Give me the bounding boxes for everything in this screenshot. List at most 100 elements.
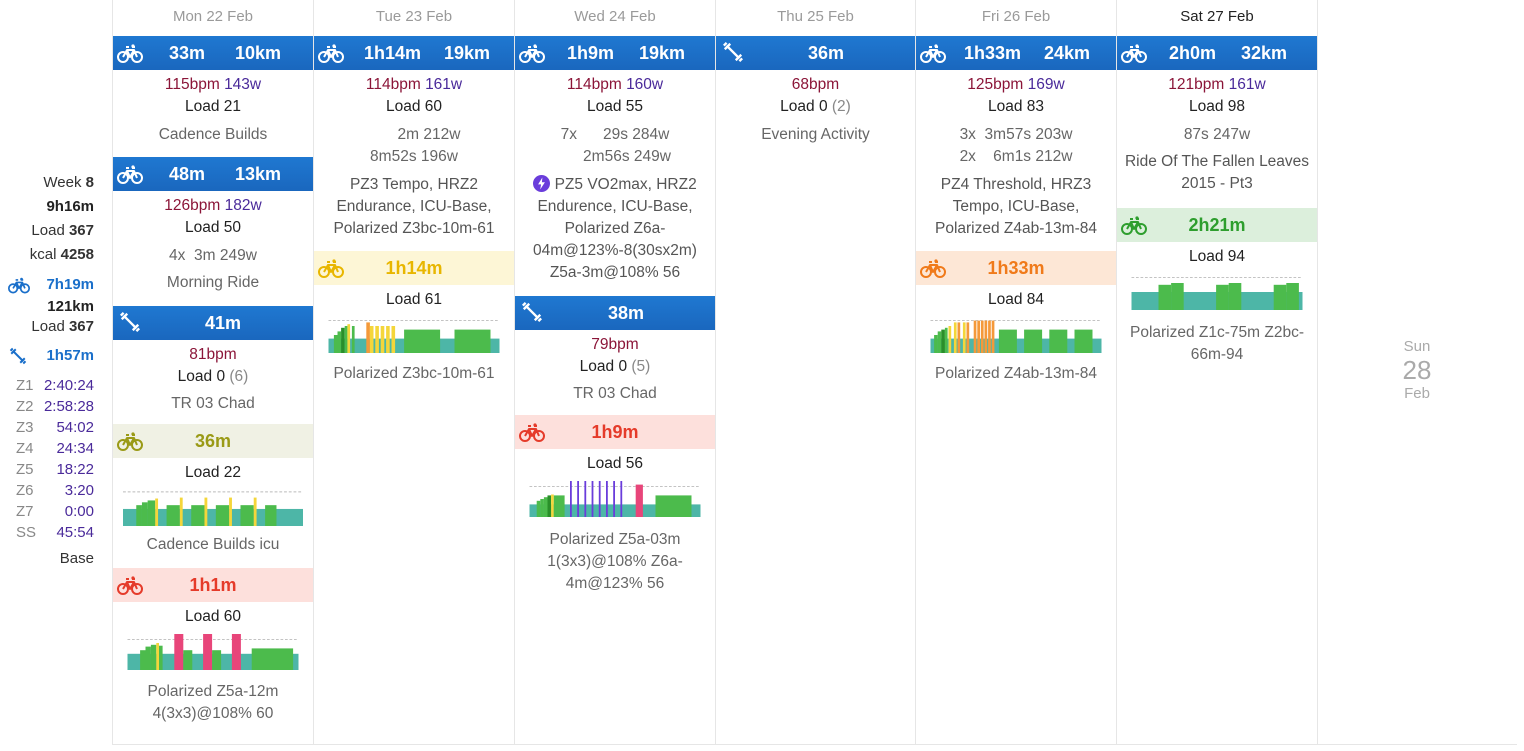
- activity-name[interactable]: TR 03 Chad: [171, 395, 255, 412]
- activity-card[interactable]: 36m 68bpm Load 0 (2) Evening Activity: [716, 36, 915, 146]
- activity-desc-line: Ride Of The Fallen Leaves: [1124, 153, 1310, 170]
- activity-desc-line: 04m@123%-8(30sx2m): [533, 242, 697, 259]
- bike-icon: [519, 422, 545, 442]
- planned-workout-card[interactable]: 1h1m Load 60 Polarized Z5a-12m 4(3x3)@10…: [113, 568, 313, 725]
- activity-bar[interactable]: 33m 10km: [113, 36, 313, 70]
- planned-bar[interactable]: 36m: [113, 424, 313, 458]
- activity-load: Load 0: [579, 358, 628, 375]
- activity-bar[interactable]: 1h9m 19km: [515, 36, 715, 70]
- activity-bar[interactable]: 41m: [113, 306, 313, 340]
- activity-name[interactable]: Evening Activity: [761, 126, 870, 143]
- planned-desc-line[interactable]: 66m-94: [1190, 346, 1244, 363]
- calendar-divider: [112, 744, 1517, 745]
- activity-bar[interactable]: 2h0m 32km: [1117, 36, 1317, 70]
- activity-distance: 32km: [1241, 43, 1288, 63]
- bike-icon: [318, 258, 344, 278]
- avg-power: 161w: [1228, 76, 1266, 93]
- activity-name[interactable]: Morning Ride: [166, 274, 260, 291]
- training-phase: Base: [59, 550, 94, 567]
- activity-time: 38m: [608, 303, 645, 323]
- planned-workout-card[interactable]: 2h21m Load 94 Polarized Z1c-75m Z2bc- 66…: [1117, 208, 1317, 366]
- week-load: Load 367: [31, 222, 94, 239]
- activity-bar[interactable]: 36m: [716, 36, 915, 70]
- day-tue[interactable]: Tue 23 Feb 1h14m 19km 114bpm 161w Load 6…: [313, 0, 514, 745]
- interval-summary: 2x 6m1s 212w: [959, 148, 1073, 165]
- day-sat[interactable]: Sat 27 Feb 2h0m 32km 121bpm 161w Load 98…: [1116, 0, 1317, 745]
- day-mon[interactable]: Mon 22 Feb 33m 10km 115bpm 143w Load 21 …: [112, 0, 313, 745]
- activity-time: 1h9m: [567, 43, 615, 63]
- day-sun[interactable]: [1317, 0, 1517, 745]
- planned-name[interactable]: Cadence Builds icu: [146, 536, 280, 553]
- day-header: Wed 24 Feb: [574, 8, 656, 25]
- planned-workout-card[interactable]: 36m Load 22 Cadence Builds icu: [113, 424, 313, 556]
- planned-workout-card[interactable]: 1h9m Load 56 Polarized Z5a-03m 1(3x3)@10…: [515, 415, 715, 595]
- activity-bar[interactable]: 48m 13km: [113, 157, 313, 191]
- week-kcal: kcal 4258: [29, 246, 94, 263]
- bike-icon: [318, 43, 344, 63]
- sunday-date[interactable]: Sun 28 Feb: [1317, 338, 1517, 402]
- activity-card[interactable]: 1h9m 19km 114bpm 160w Load 55 7x 29s 284w…: [515, 36, 715, 284]
- activity-load: Load 0: [780, 98, 828, 115]
- planned-desc-line[interactable]: 4m@123% 56: [565, 575, 665, 592]
- bike-icon: [117, 164, 143, 184]
- activity-load: Load 50: [184, 219, 242, 236]
- planned-bar[interactable]: 1h14m: [314, 251, 514, 285]
- avg-heart-rate: 121bpm: [1168, 76, 1225, 93]
- workout-chart: [328, 320, 500, 353]
- day-wed[interactable]: Wed 24 Feb 1h9m 19km 114bpm 160w Load 55…: [514, 0, 715, 745]
- activity-card[interactable]: 48m 13km 126bpm 182w Load 50 4x 3m 249w …: [113, 157, 313, 294]
- planned-time: 1h33m: [987, 257, 1045, 278]
- activity-desc-line: Endurence, ICU-Base,: [537, 198, 693, 215]
- avg-power: 161w: [425, 76, 463, 93]
- activity-distance: 19km: [444, 43, 491, 63]
- planned-desc-line[interactable]: Polarized Z5a-12m: [147, 683, 279, 700]
- planned-name[interactable]: Polarized Z4ab-13m-84: [935, 365, 1097, 382]
- activity-load: Load 0: [177, 368, 226, 385]
- activity-desc-line: Endurance, ICU-Base,: [336, 198, 492, 215]
- planned-bar[interactable]: 1h9m: [515, 415, 715, 449]
- activity-load-extra: (2): [831, 98, 851, 115]
- planned-workout-card[interactable]: 1h14m Load 61 Polarized Z3bc-10m-61: [314, 251, 514, 385]
- activity-card[interactable]: 41m 81bpm Load 0 (6) TR 03 Chad: [113, 306, 313, 415]
- planned-desc-line[interactable]: 1(3x3)@108% Z6a-: [547, 553, 683, 570]
- planned-load: Load 94: [1188, 248, 1246, 265]
- planned-bar[interactable]: 1h33m: [916, 251, 1116, 285]
- activity-desc-line: Z5a-3m@108% 56: [549, 264, 681, 281]
- avg-power: 143w: [224, 76, 262, 93]
- activity-bar[interactable]: 1h14m 19km: [314, 36, 514, 70]
- planned-bar[interactable]: 1h1m: [113, 568, 313, 602]
- bike-icon: [920, 43, 946, 63]
- avg-heart-rate: 114bpm: [365, 76, 421, 93]
- planned-time: 1h9m: [591, 421, 639, 442]
- activity-desc-line: PZ5 VO2max, HRZ2: [554, 176, 697, 193]
- planned-desc-line[interactable]: 4(3x3)@108% 60: [152, 705, 274, 722]
- activity-card[interactable]: 1h14m 19km 114bpm 161w Load 60 2m 212w 8…: [314, 36, 514, 240]
- activity-load: Load 83: [987, 98, 1045, 115]
- interval-summary: 8m52s 196w: [370, 148, 458, 165]
- activity-name[interactable]: Cadence Builds: [158, 126, 268, 143]
- avg-heart-rate: 114bpm: [566, 76, 622, 93]
- day-thu[interactable]: Thu 25 Feb 36m 68bpm Load 0 (2) Evening …: [715, 0, 915, 745]
- planned-desc-line[interactable]: Polarized Z5a-03m: [549, 531, 681, 548]
- activity-card[interactable]: 2h0m 32km 121bpm 161w Load 98 87s 247w R…: [1117, 36, 1317, 195]
- activity-bar[interactable]: 1h33m 24km: [916, 36, 1116, 70]
- activity-name[interactable]: TR 03 Chad: [573, 385, 657, 402]
- planned-name[interactable]: Polarized Z3bc-10m-61: [333, 365, 495, 382]
- interval-summary: 29s 284w: [603, 126, 670, 143]
- planned-desc-line[interactable]: Polarized Z1c-75m Z2bc-: [1129, 324, 1304, 341]
- planned-workout-card[interactable]: 1h33m Load 84 Polarized Z4ab-13m-84: [916, 251, 1116, 385]
- activity-card[interactable]: 38m 79bpm Load 0 (5) TR 03 Chad: [515, 296, 715, 405]
- workout-chart: [127, 634, 299, 670]
- activity-card[interactable]: 33m 10km 115bpm 143w Load 21 Cadence Bui…: [113, 36, 313, 146]
- avg-heart-rate: 81bpm: [189, 346, 237, 363]
- activity-load: Load 98: [1188, 98, 1246, 115]
- week-summary: Week 8 9h16m Load 367 kcal 4258 7h19m 12…: [0, 0, 112, 751]
- day-fri[interactable]: Fri 26 Feb 1h33m 24km 125bpm 169w Load 8…: [915, 0, 1116, 745]
- activity-card[interactable]: 1h33m 24km 125bpm 169w Load 83 3x 3m57s …: [916, 36, 1116, 240]
- avg-heart-rate: 68bpm: [791, 76, 840, 93]
- weights-icon: [722, 41, 744, 63]
- planned-bar[interactable]: 2h21m: [1117, 208, 1317, 242]
- bike-icon: [117, 43, 143, 63]
- activity-bar[interactable]: 38m: [515, 296, 715, 330]
- activity-load: Load 21: [184, 98, 242, 115]
